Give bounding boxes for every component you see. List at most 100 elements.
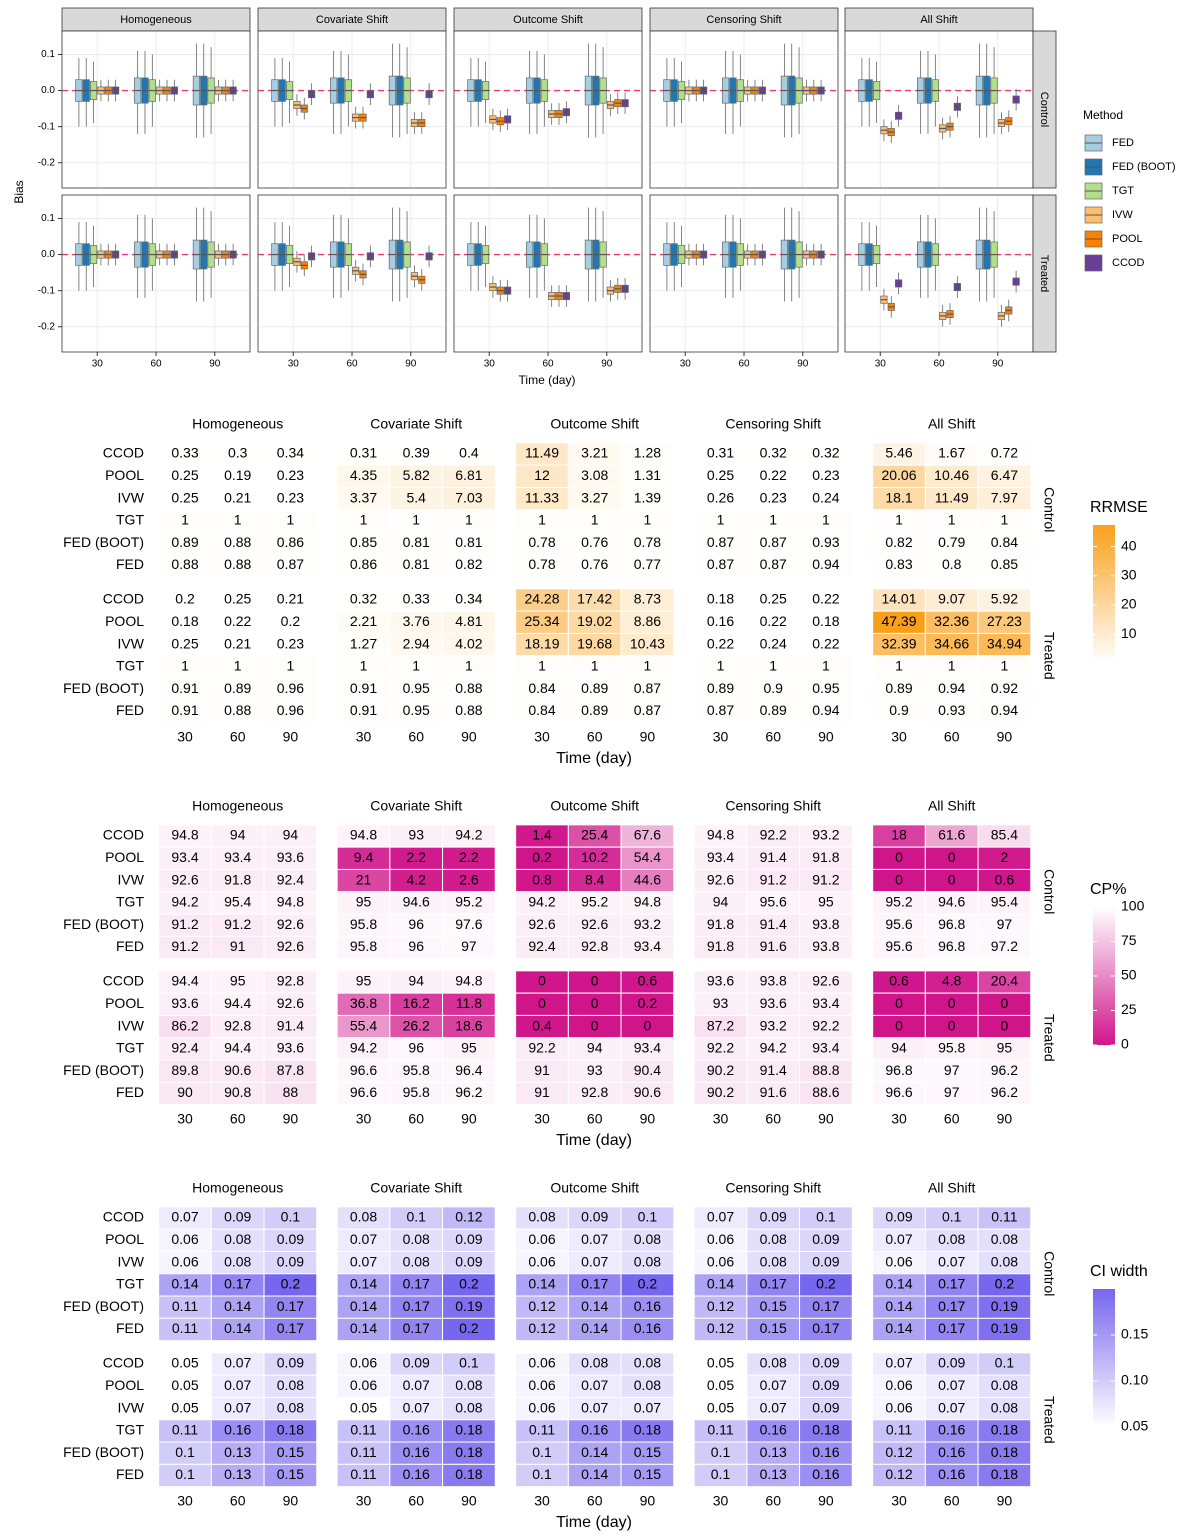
facet-label: All Shift (928, 1180, 976, 1196)
cell-value: 0.3 (228, 445, 248, 461)
colorbar-label: 0.05 (1121, 1418, 1148, 1434)
method-label: TGT (116, 658, 144, 674)
method-label: FED (116, 556, 144, 572)
method-label: IVW (118, 635, 145, 651)
x-tick-label: 90 (818, 1493, 834, 1509)
cell-value: 0.39 (403, 445, 430, 461)
x-tick-label: 90 (461, 1493, 477, 1509)
cell-value: 0.08 (528, 1209, 555, 1225)
cell-value: 0.95 (403, 680, 430, 696)
cell-value: 0.25 (707, 467, 734, 483)
cell-value: 0.09 (812, 1399, 839, 1415)
cell-value: 0.25 (171, 635, 198, 651)
cell-value: 20.06 (881, 467, 916, 483)
cell-value: 0.06 (528, 1399, 555, 1415)
cell-value: 92.8 (581, 938, 608, 954)
cell-value: 0.05 (171, 1355, 198, 1371)
cell-value: 1.67 (938, 445, 965, 461)
cell-value: 92.6 (171, 871, 198, 887)
cell-value: 0.14 (885, 1320, 912, 1336)
row-label: Treated (1041, 1014, 1057, 1062)
cell-value: 0.25 (171, 467, 198, 483)
cell-value: 0.09 (455, 1231, 482, 1247)
x-tick-label: 60 (408, 1493, 424, 1509)
cell-value: 0.25 (760, 591, 787, 607)
cell-value: 0.13 (760, 1466, 787, 1482)
panel-border (453, 30, 643, 189)
cell-value: 92.6 (277, 916, 304, 932)
cell-value: 92.8 (277, 973, 304, 989)
facet-label: Homogeneous (192, 1180, 283, 1196)
cell-value: 1.31 (634, 467, 661, 483)
facet-label: Covariate Shift (370, 416, 462, 432)
cell-value: 0.11 (529, 1422, 555, 1438)
cell-value: 36.8 (350, 995, 377, 1011)
x-tick-label: 60 (408, 1111, 424, 1127)
cell-value: 94.2 (528, 894, 555, 910)
x-tick-label: 30 (177, 1493, 193, 1509)
cell-value: 0.2 (459, 1320, 479, 1336)
cell-value: 0.14 (581, 1466, 608, 1482)
cell-value: 92.2 (528, 1040, 555, 1056)
cell-value: 0.22 (812, 635, 839, 651)
cell-value: 1 (465, 658, 473, 674)
cell-value: 0.93 (812, 534, 839, 550)
cell-value: 0.88 (224, 534, 251, 550)
cell-value: 92.4 (171, 1040, 198, 1056)
facet-label: Outcome Shift (513, 14, 583, 26)
cell-value: 0.94 (812, 556, 839, 572)
cell-value: 0.84 (528, 702, 555, 718)
cell-value: 0.87 (634, 702, 661, 718)
cell-value: 0.83 (885, 556, 912, 572)
cell-value: 0.07 (581, 1231, 608, 1247)
cell-value: 0.34 (277, 445, 304, 461)
heat-cell (442, 699, 496, 724)
x-tick-label: 30 (356, 1111, 372, 1127)
cell-value: 0.09 (224, 1209, 251, 1225)
cell-value: 0.16 (938, 1444, 965, 1460)
cell-value: 1 (948, 512, 956, 528)
cell-value: 0.12 (528, 1298, 555, 1314)
heat-cell (620, 553, 675, 578)
cell-value: 18.19 (524, 635, 559, 651)
row-label: Control (1041, 869, 1057, 914)
cell-value: 0.23 (760, 489, 787, 505)
heat-cell (799, 1081, 853, 1106)
cell-value: 0.12 (885, 1444, 912, 1460)
cell-value: 0.08 (350, 1209, 377, 1225)
facet-label: Outcome Shift (550, 416, 639, 432)
cell-value: 0.22 (760, 613, 787, 629)
x-tick-label: 90 (640, 1111, 656, 1127)
cell-value: 94.6 (938, 894, 965, 910)
cell-value: 93.4 (707, 849, 734, 865)
cell-value: 5.4 (406, 489, 426, 505)
cell-value: 95 (997, 1040, 1013, 1056)
cell-value: 0.22 (224, 613, 251, 629)
facet-label: Censoring Shift (725, 798, 821, 814)
cell-value: 90.8 (224, 1084, 251, 1100)
cell-value: 93.4 (812, 995, 839, 1011)
row-label: Treated (1041, 1396, 1057, 1444)
x-tick-label: 60 (346, 359, 358, 370)
cell-value: 1.39 (634, 489, 661, 505)
facet-label: Homogeneous (120, 14, 192, 26)
cell-value: 54.4 (634, 849, 661, 865)
heat-cell (442, 553, 496, 578)
cell-value: 4.8 (942, 973, 962, 989)
cell-value: 0.8 (942, 556, 962, 572)
x-tick-label: 90 (997, 729, 1013, 745)
cell-value: 0.9 (763, 680, 783, 696)
cell-value: 0.23 (277, 635, 304, 651)
cell-value: 0.16 (403, 1422, 430, 1438)
cell-value: 61.6 (938, 827, 965, 843)
cell-value: 88 (283, 1084, 299, 1100)
cell-value: 3.08 (581, 467, 608, 483)
cell-value: 5.82 (403, 467, 430, 483)
cell-value: 0.6 (638, 973, 658, 989)
x-tick-label: 90 (818, 729, 834, 745)
cell-value: 0.78 (634, 534, 661, 550)
colorbar-label: 100 (1121, 898, 1145, 914)
row-label: Control (1038, 92, 1050, 127)
cell-value: 96.8 (885, 1062, 912, 1078)
cell-value: 7.03 (455, 489, 482, 505)
